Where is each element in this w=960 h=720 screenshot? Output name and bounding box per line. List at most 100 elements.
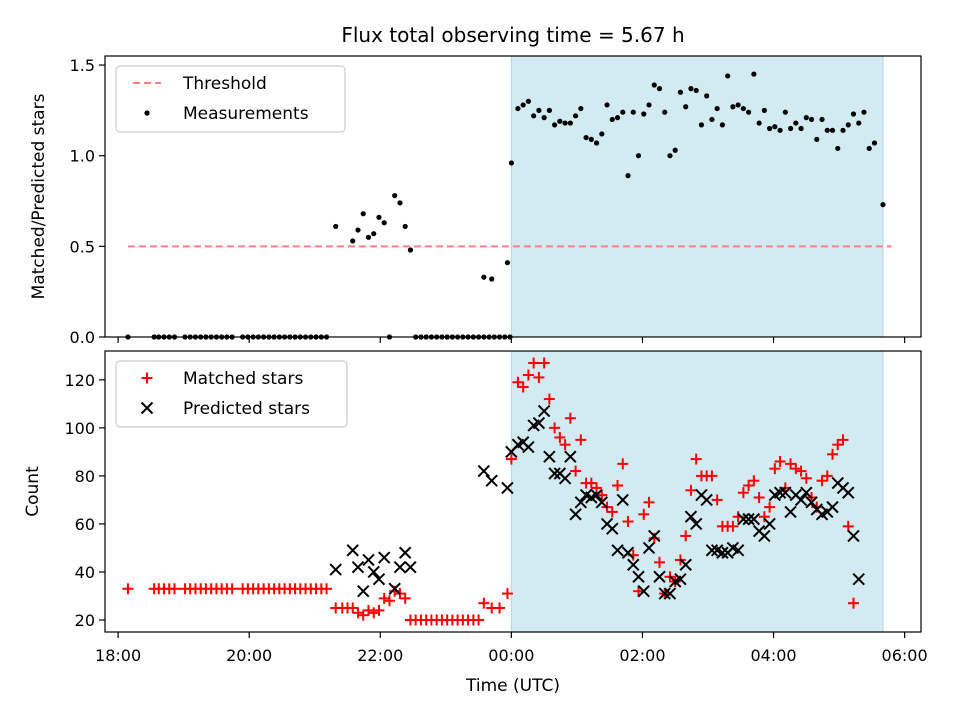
matched-star-point xyxy=(795,465,807,477)
matched-star-point xyxy=(706,470,718,482)
matched-star-point xyxy=(790,463,802,475)
measurement-point xyxy=(630,109,636,115)
ratio-x-ticks xyxy=(117,337,906,343)
predicted-star-point xyxy=(611,544,624,557)
predicted-star-point xyxy=(346,544,359,557)
legend-swatch xyxy=(141,372,153,384)
measurement-point xyxy=(365,234,372,240)
predicted-star-point xyxy=(826,500,839,514)
time-x-axis: 18:00 20:00 22:00 00:00 02:00 04:00 06:00 xyxy=(95,632,928,665)
predicted-star-point xyxy=(747,512,761,526)
matched-star-point xyxy=(575,434,587,446)
ratio-y-label: Matched/Predicted stars xyxy=(29,93,49,299)
measurement-point xyxy=(656,86,663,92)
matched-star-point xyxy=(347,602,359,614)
measurement-point xyxy=(371,231,377,237)
measurement-point xyxy=(562,120,568,126)
y-tick-label: 100 xyxy=(64,419,95,438)
matched-star-point xyxy=(827,448,839,460)
matched-star-point xyxy=(743,479,755,491)
predicted-star-point xyxy=(558,472,572,485)
measurement-point xyxy=(635,153,642,159)
matched-star-point xyxy=(533,371,545,383)
matched-star-point xyxy=(816,475,828,487)
measurement-point xyxy=(840,127,846,133)
count-legend: Matched stars Predicted stars xyxy=(115,360,348,428)
measurement-point xyxy=(829,127,836,133)
predicted-star-point xyxy=(404,560,417,574)
predicted-star-point xyxy=(674,572,687,586)
predicted-star-point xyxy=(367,565,380,579)
matched-star-point xyxy=(389,585,401,597)
measurement-point xyxy=(376,214,382,220)
measurement-point xyxy=(572,113,579,119)
matched-star-point xyxy=(352,607,364,619)
ratio-y-axis: 0.0 0.5 1.0 1.5 xyxy=(70,56,105,347)
measurement-point xyxy=(709,116,715,123)
measurement-point xyxy=(609,116,615,123)
measurement-point xyxy=(508,160,514,166)
measurement-point xyxy=(772,124,778,130)
x-tick-label: 04:00 xyxy=(750,646,796,665)
measurement-point xyxy=(541,115,547,121)
measurement-point xyxy=(824,127,830,133)
matched-star-point xyxy=(638,508,650,520)
predicted-star-point xyxy=(378,551,391,564)
measurement-point xyxy=(880,202,886,208)
matched-star-point xyxy=(512,376,524,388)
matched-star-point xyxy=(321,583,333,595)
measurement-point xyxy=(520,102,526,108)
matched-star-point xyxy=(758,511,770,523)
measurement-point xyxy=(583,134,589,141)
predicted-star-point xyxy=(537,404,551,418)
x-tick-label: 18:00 xyxy=(95,646,141,665)
measurement-point xyxy=(814,136,820,142)
matched-star-point xyxy=(517,381,529,393)
measurement-point xyxy=(588,136,594,142)
matched-star-point xyxy=(494,602,506,614)
measurement-point xyxy=(620,109,626,115)
measurement-point xyxy=(489,276,495,282)
matched-star-point xyxy=(606,506,618,518)
count-y-label: Count xyxy=(23,466,43,517)
count-y-axis: 20 40 60 80 100 120 xyxy=(64,371,105,630)
matched-star-point xyxy=(226,583,238,595)
predicted-star-point xyxy=(627,558,640,571)
measurement-point xyxy=(803,115,809,121)
measurement-point xyxy=(871,140,878,146)
x-tick-label: 20:00 xyxy=(226,646,272,665)
predicted-star-point xyxy=(621,546,635,559)
matched-star-point xyxy=(473,614,485,626)
matched-star-point xyxy=(362,604,374,616)
matched-star-point xyxy=(764,501,776,513)
legend-label: Matched stars xyxy=(183,369,303,389)
matched-star-point xyxy=(737,487,749,499)
predicted-star-point xyxy=(329,563,342,576)
matched-star-point xyxy=(633,585,645,597)
predicted-star-point xyxy=(477,464,491,478)
matched-star-point xyxy=(357,609,369,621)
predicted-star-point xyxy=(357,584,370,598)
predicted-star-point xyxy=(574,496,588,509)
matched-star-point xyxy=(368,607,380,619)
matched-star-point xyxy=(373,604,385,616)
matched-stars-series xyxy=(122,357,859,626)
measurement-point xyxy=(407,247,414,253)
matched-star-point xyxy=(585,477,597,489)
y-tick-label: 60 xyxy=(75,515,95,534)
measurement-point xyxy=(856,120,862,126)
matched-star-point xyxy=(832,439,844,451)
predicted-star-point xyxy=(784,505,797,519)
predicted-star-point xyxy=(351,560,365,574)
predicted-star-point xyxy=(731,544,745,557)
measurement-point xyxy=(350,238,356,244)
matched-star-point xyxy=(821,470,833,482)
measurement-point xyxy=(525,98,532,104)
matched-star-point xyxy=(543,393,555,405)
x-tick-label: 02:00 xyxy=(619,646,665,665)
matched-star-point xyxy=(501,588,513,600)
predicted-star-point xyxy=(763,517,776,531)
matched-star-point xyxy=(653,556,665,568)
measurement-point xyxy=(845,122,851,128)
